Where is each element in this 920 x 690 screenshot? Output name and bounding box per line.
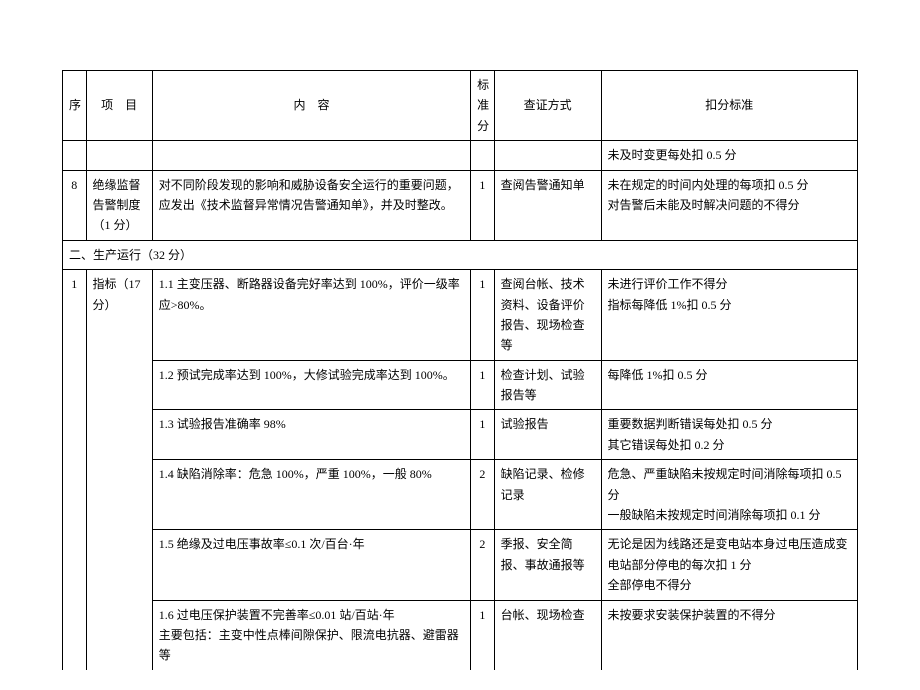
cell-verify: 检查计划、试验报告等 — [494, 360, 601, 410]
header-verify: 查证方式 — [494, 71, 601, 141]
cell-content: 1.5 绝缘及过电压事故率≤0.1 次/百台·年 — [152, 530, 470, 600]
header-score: 标准分 — [471, 71, 495, 141]
cell-seq-cont — [63, 530, 87, 600]
cell-content: 1.4 缺陷消除率：危急 100%，严重 100%，一般 80% — [152, 460, 470, 530]
table-row: 8 绝缘监督告警制度（1 分） 对不同阶段发现的影响和威胁设备安全运行的重要问题… — [63, 170, 858, 240]
cell-score: 1 — [471, 270, 495, 361]
section-header-row: 二、生产运行（32 分） — [63, 240, 858, 269]
cell-item-cont — [86, 600, 152, 670]
cell-verify: 台帐、现场检查 — [494, 600, 601, 670]
cell-seq: 8 — [63, 170, 87, 240]
evaluation-table: 序 项 目 内 容 标准分 查证方式 扣分标准 未及时变更每处扣 0.5 分 8… — [62, 70, 858, 670]
table-row: 1.6 过电压保护装置不完善率≤0.01 站/百站·年主要包括：主变中性点棒间隙… — [63, 600, 858, 670]
cell-score: 1 — [471, 360, 495, 410]
cell-item-cont — [86, 530, 152, 600]
cell-deduct: 未进行评价工作不得分指标每降低 1%扣 0.5 分 — [601, 270, 857, 361]
cell-deduct: 每降低 1%扣 0.5 分 — [601, 360, 857, 410]
cell-score: 1 — [471, 600, 495, 670]
cell-deduct: 危急、严重缺陷未按规定时间消除每项扣 0.5 分一般缺陷未按规定时间消除每项扣 … — [601, 460, 857, 530]
cell-verify: 查阅台帐、技术资料、设备评价报告、现场检查等 — [494, 270, 601, 361]
table-row: 1 指标（17 分） 1.1 主变压器、断路器设备完好率达到 100%，评价一级… — [63, 270, 858, 361]
cell-verify — [494, 141, 601, 170]
table-row: 1.4 缺陷消除率：危急 100%，严重 100%，一般 80% 2 缺陷记录、… — [63, 460, 858, 530]
table-row: 1.3 试验报告准确率 98% 1 试验报告 重要数据判断错误每处扣 0.5 分… — [63, 410, 858, 460]
cell-item — [86, 141, 152, 170]
header-seq: 序 — [63, 71, 87, 141]
page-container: 序 项 目 内 容 标准分 查证方式 扣分标准 未及时变更每处扣 0.5 分 8… — [0, 0, 920, 690]
cell-seq-cont — [63, 460, 87, 530]
header-item: 项 目 — [86, 71, 152, 141]
section-title: 二、生产运行（32 分） — [63, 240, 858, 269]
cell-item: 指标（17 分） — [86, 270, 152, 361]
cell-deduct: 重要数据判断错误每处扣 0.5 分其它错误每处扣 0.2 分 — [601, 410, 857, 460]
cell-score: 2 — [471, 460, 495, 530]
table-row: 未及时变更每处扣 0.5 分 — [63, 141, 858, 170]
cell-score — [471, 141, 495, 170]
cell-score: 1 — [471, 410, 495, 460]
cell-item: 绝缘监督告警制度（1 分） — [86, 170, 152, 240]
cell-deduct: 未及时变更每处扣 0.5 分 — [601, 141, 857, 170]
cell-score: 1 — [471, 170, 495, 240]
cell-content: 1.3 试验报告准确率 98% — [152, 410, 470, 460]
cell-verify: 查阅告警通知单 — [494, 170, 601, 240]
table-row: 1.2 预试完成率达到 100%，大修试验完成率达到 100%。 1 检查计划、… — [63, 360, 858, 410]
cell-deduct: 未在规定的时间内处理的每项扣 0.5 分对告警后未能及时解决问题的不得分 — [601, 170, 857, 240]
cell-seq-cont — [63, 600, 87, 670]
cell-verify: 试验报告 — [494, 410, 601, 460]
cell-seq-cont — [63, 410, 87, 460]
cell-content: 1.6 过电压保护装置不完善率≤0.01 站/百站·年主要包括：主变中性点棒间隙… — [152, 600, 470, 670]
cell-verify: 季报、安全简报、事故通报等 — [494, 530, 601, 600]
cell-seq-cont — [63, 360, 87, 410]
cell-item-cont — [86, 360, 152, 410]
header-deduct: 扣分标准 — [601, 71, 857, 141]
cell-item-cont — [86, 410, 152, 460]
cell-seq: 1 — [63, 270, 87, 361]
cell-seq — [63, 141, 87, 170]
table-row: 1.5 绝缘及过电压事故率≤0.1 次/百台·年 2 季报、安全简报、事故通报等… — [63, 530, 858, 600]
cell-content: 1.2 预试完成率达到 100%，大修试验完成率达到 100%。 — [152, 360, 470, 410]
cell-content — [152, 141, 470, 170]
table-header-row: 序 项 目 内 容 标准分 查证方式 扣分标准 — [63, 71, 858, 141]
cell-deduct: 无论是因为线路还是变电站本身过电压造成变电站部分停电的每次扣 1 分全部停电不得… — [601, 530, 857, 600]
cell-score: 2 — [471, 530, 495, 600]
cell-item-cont — [86, 460, 152, 530]
cell-content: 对不同阶段发现的影响和威胁设备安全运行的重要问题，应发出《技术监督异常情况告警通… — [152, 170, 470, 240]
header-content: 内 容 — [152, 71, 470, 141]
cell-content: 1.1 主变压器、断路器设备完好率达到 100%，评价一级率应>80%。 — [152, 270, 470, 361]
cell-deduct: 未按要求安装保护装置的不得分 — [601, 600, 857, 670]
cell-verify: 缺陷记录、检修记录 — [494, 460, 601, 530]
